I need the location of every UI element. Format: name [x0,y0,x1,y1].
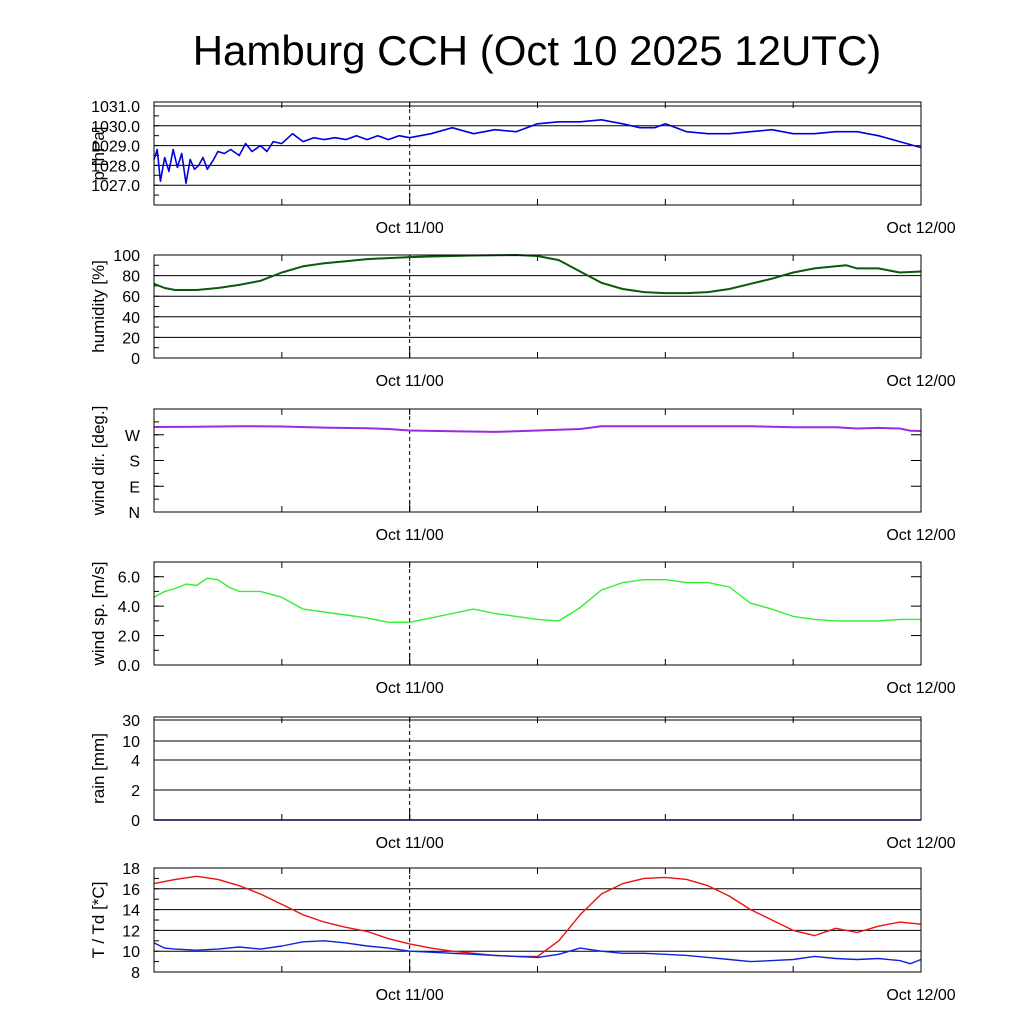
temperature-panel: 8 10 12 14 16 18 Oct 11/00 Oct 12/00 T / Td [*C] [89,861,956,1004]
x-tick-label: Oct 12/00 [886,220,955,237]
x-tick-label: Oct 12/00 [886,527,955,544]
panel-frame [153,408,922,513]
panel-frame [153,101,922,206]
x-tick-label: Oct 12/00 [886,987,955,1004]
y-tick-label: N [128,505,140,522]
x-tick-label: Oct 11/00 [376,220,444,237]
y-axis-label: wind sp. [m/s] [89,562,108,667]
y-tick-label: 4 [131,753,140,770]
panel-frame [153,254,922,359]
y-tick-label: 1031.0 [91,99,140,116]
x-tick-label: Oct 11/00 [376,680,444,697]
x-tick-label: Oct 11/00 [376,987,444,1004]
pressure-panel: 1027.0 1028.0 1029.0 1030.0 1031.0 Oct 11/00 O… [89,99,956,237]
panel-frame [153,867,922,973]
y-tick-label: 1028.0 [91,158,140,175]
y-axis-label: rain [mm] [89,733,108,804]
pressure-series-line [153,119,922,184]
y-tick-label: 30 [122,713,140,730]
y-axis-label: T / Td [*C] [89,882,108,959]
y-tick-label: 0.0 [118,658,140,675]
y-tick-label: W [125,428,141,445]
y-tick-label: 12 [122,923,140,940]
humidity-panel: 0 20 40 60 80 100 Oct 11/00 Oct 12/00 humidity [… [89,248,956,390]
y-tick-label: 1029.0 [91,139,140,156]
y-tick-label: 18 [122,861,140,878]
y-tick-label: S [129,454,140,471]
y-tick-label: 100 [113,248,140,265]
wind_speed-series-line [153,577,921,623]
chart-title: Hamburg CCH (Oct 10 2025 12UTC) [193,27,882,74]
panels: 1027.0 1028.0 1029.0 1030.0 1031.0 Oct 11/00 O… [89,99,956,1004]
y-tick-label: 0 [131,813,140,830]
x-tick-label: Oct 11/00 [376,527,444,544]
y-tick-label: 16 [122,882,140,899]
temperature-series-line [153,940,922,965]
y-tick-label: 2.0 [118,629,140,646]
y-tick-label: 60 [122,289,140,306]
y-tick-label: 0 [131,351,140,368]
y-tick-label: 10 [122,734,140,751]
y-tick-label: 10 [122,944,140,961]
y-tick-label: 40 [122,310,140,327]
panel-frame [153,561,922,666]
x-tick-label: Oct 12/00 [886,680,955,697]
y-tick-label: 20 [122,330,140,347]
humidity-series-line [153,254,922,295]
y-tick-label: 8 [131,965,140,982]
y-axis-label: wind dir. [deg.] [89,406,108,517]
y-tick-label: 1030.0 [91,119,140,136]
wind_speed-panel: 0.0 2.0 4.0 6.0 Oct 11/00 Oct 12/00 wind sp. [… [89,561,956,697]
y-tick-label: 2 [131,783,140,800]
rain-panel: 0 2 4 10 30 Oct 11/00 Oct 12/00 rain [mm] [89,713,956,852]
y-tick-label: 6.0 [118,570,140,587]
y-axis-label: p [hPa] [89,127,108,181]
x-tick-label: Oct 12/00 [886,373,955,390]
x-tick-label: Oct 11/00 [376,835,444,852]
y-axis-label: humidity [%] [89,260,108,353]
y-tick-label: 1027.0 [91,178,140,195]
y-tick-label: E [129,479,140,496]
y-tick-label: 4.0 [118,599,140,616]
temperature-series-line [153,875,922,958]
x-tick-label: Oct 11/00 [376,373,444,390]
wind_dir-series-line [153,425,922,433]
y-tick-label: 14 [122,903,140,920]
panel-frame [153,716,922,821]
y-tick-label: 80 [122,269,140,286]
x-tick-label: Oct 12/00 [886,835,955,852]
